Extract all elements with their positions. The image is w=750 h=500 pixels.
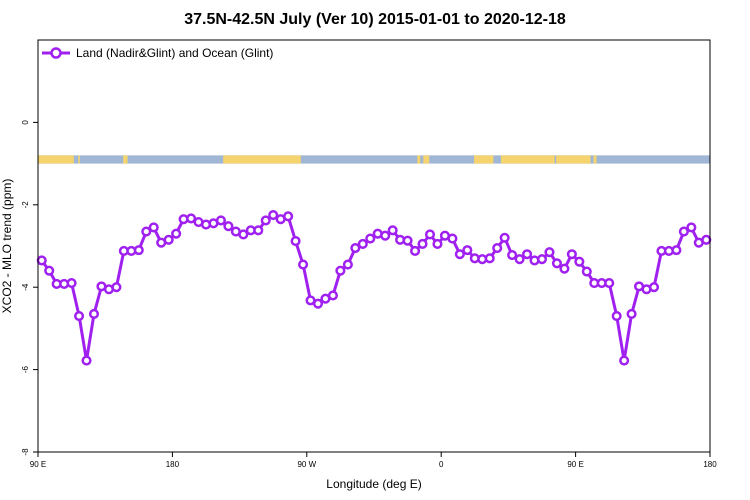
data-point (350, 243, 361, 254)
data-point (141, 226, 152, 237)
data-point (581, 266, 592, 277)
data-point (111, 282, 122, 293)
map-land (556, 155, 591, 164)
data-point (253, 225, 264, 236)
data-point (492, 243, 503, 254)
axis-ticks: 90 E 180 90 W 0 90 E 180 -8 -6 -4 -2 0 (21, 120, 717, 469)
x-tick-label: 180 (703, 460, 717, 469)
legend: Land (Nadir&Glint) and Ocean (Glint) (42, 46, 273, 60)
x-tick-label: 90 E (30, 460, 46, 469)
data-point (66, 278, 77, 289)
data-point (507, 250, 518, 261)
data-point (163, 234, 174, 245)
map-land (417, 155, 421, 164)
data-point (342, 259, 353, 270)
data-point (544, 247, 555, 258)
y-tick-label: -6 (21, 365, 30, 373)
data-point (454, 249, 465, 260)
data-point (626, 308, 637, 320)
data-point (410, 245, 421, 256)
data-point (74, 310, 85, 322)
data-point (365, 233, 376, 244)
y-tick-label: -4 (21, 283, 30, 291)
data-point (432, 238, 443, 249)
data-point (81, 355, 92, 366)
data-point (701, 234, 712, 245)
x-tick-label: 180 (166, 460, 180, 469)
data-point (327, 290, 338, 301)
data-point (678, 226, 689, 237)
data-point (574, 256, 585, 267)
data-point (298, 259, 309, 270)
map-land (474, 155, 494, 164)
data-point (171, 228, 182, 239)
map-ocean (38, 155, 710, 164)
map-land (123, 155, 128, 164)
data-point (283, 211, 294, 222)
data-point (387, 225, 398, 236)
data-point (462, 245, 473, 256)
map-land (38, 155, 74, 164)
data-point (514, 254, 525, 265)
data-point (611, 310, 622, 322)
map-land (593, 155, 597, 164)
x-tick-label: 90 W (297, 460, 316, 469)
data-point (671, 245, 682, 256)
data-point (36, 255, 47, 266)
chart-title: 37.5N-42.5N July (Ver 10) 2015-01-01 to … (184, 11, 566, 28)
data-point (402, 235, 413, 246)
data-point (484, 253, 495, 264)
data-point (260, 215, 271, 226)
world-map-strip (38, 155, 710, 164)
data-point (566, 249, 577, 260)
data-point (44, 265, 55, 276)
data-point (215, 215, 226, 226)
data-point (522, 249, 533, 260)
data-point (551, 258, 562, 269)
y-axis-label: XCO2 - MLO trend (ppm) (0, 179, 14, 314)
x-axis-label: Longitude (deg E) (326, 477, 421, 491)
data-point (312, 298, 324, 309)
y-tick-label: -8 (21, 448, 30, 456)
data-point (133, 245, 144, 256)
x-tick-label: 0 (439, 460, 444, 469)
series-layer (36, 210, 712, 366)
data-point (238, 229, 249, 240)
data-point (619, 355, 630, 366)
map-land (500, 155, 555, 164)
data-point (357, 238, 368, 249)
data-point (186, 213, 197, 224)
data-point (268, 210, 279, 221)
plot-frame (37, 39, 711, 453)
data-point (499, 232, 510, 243)
map-land (423, 155, 430, 164)
y-tick-label: 0 (21, 120, 30, 125)
data-point (223, 221, 234, 232)
data-point (380, 230, 391, 241)
legend-label: Land (Nadir&Glint) and Ocean (Glint) (76, 46, 273, 60)
data-point (648, 282, 660, 293)
data-point (88, 308, 100, 320)
data-point (604, 278, 615, 289)
map-land (78, 155, 80, 164)
data-point (148, 222, 159, 233)
y-tick-label: -2 (21, 201, 30, 209)
data-point (447, 233, 458, 244)
data-point (686, 222, 697, 233)
x-tick-label: 90 E (567, 460, 583, 469)
map-land (223, 155, 301, 164)
data-point (290, 236, 301, 247)
data-point (335, 265, 346, 276)
data-point (424, 229, 436, 240)
data-point (559, 263, 570, 274)
legend-marker (50, 47, 62, 59)
data-point (536, 254, 548, 265)
data-point (417, 238, 428, 249)
